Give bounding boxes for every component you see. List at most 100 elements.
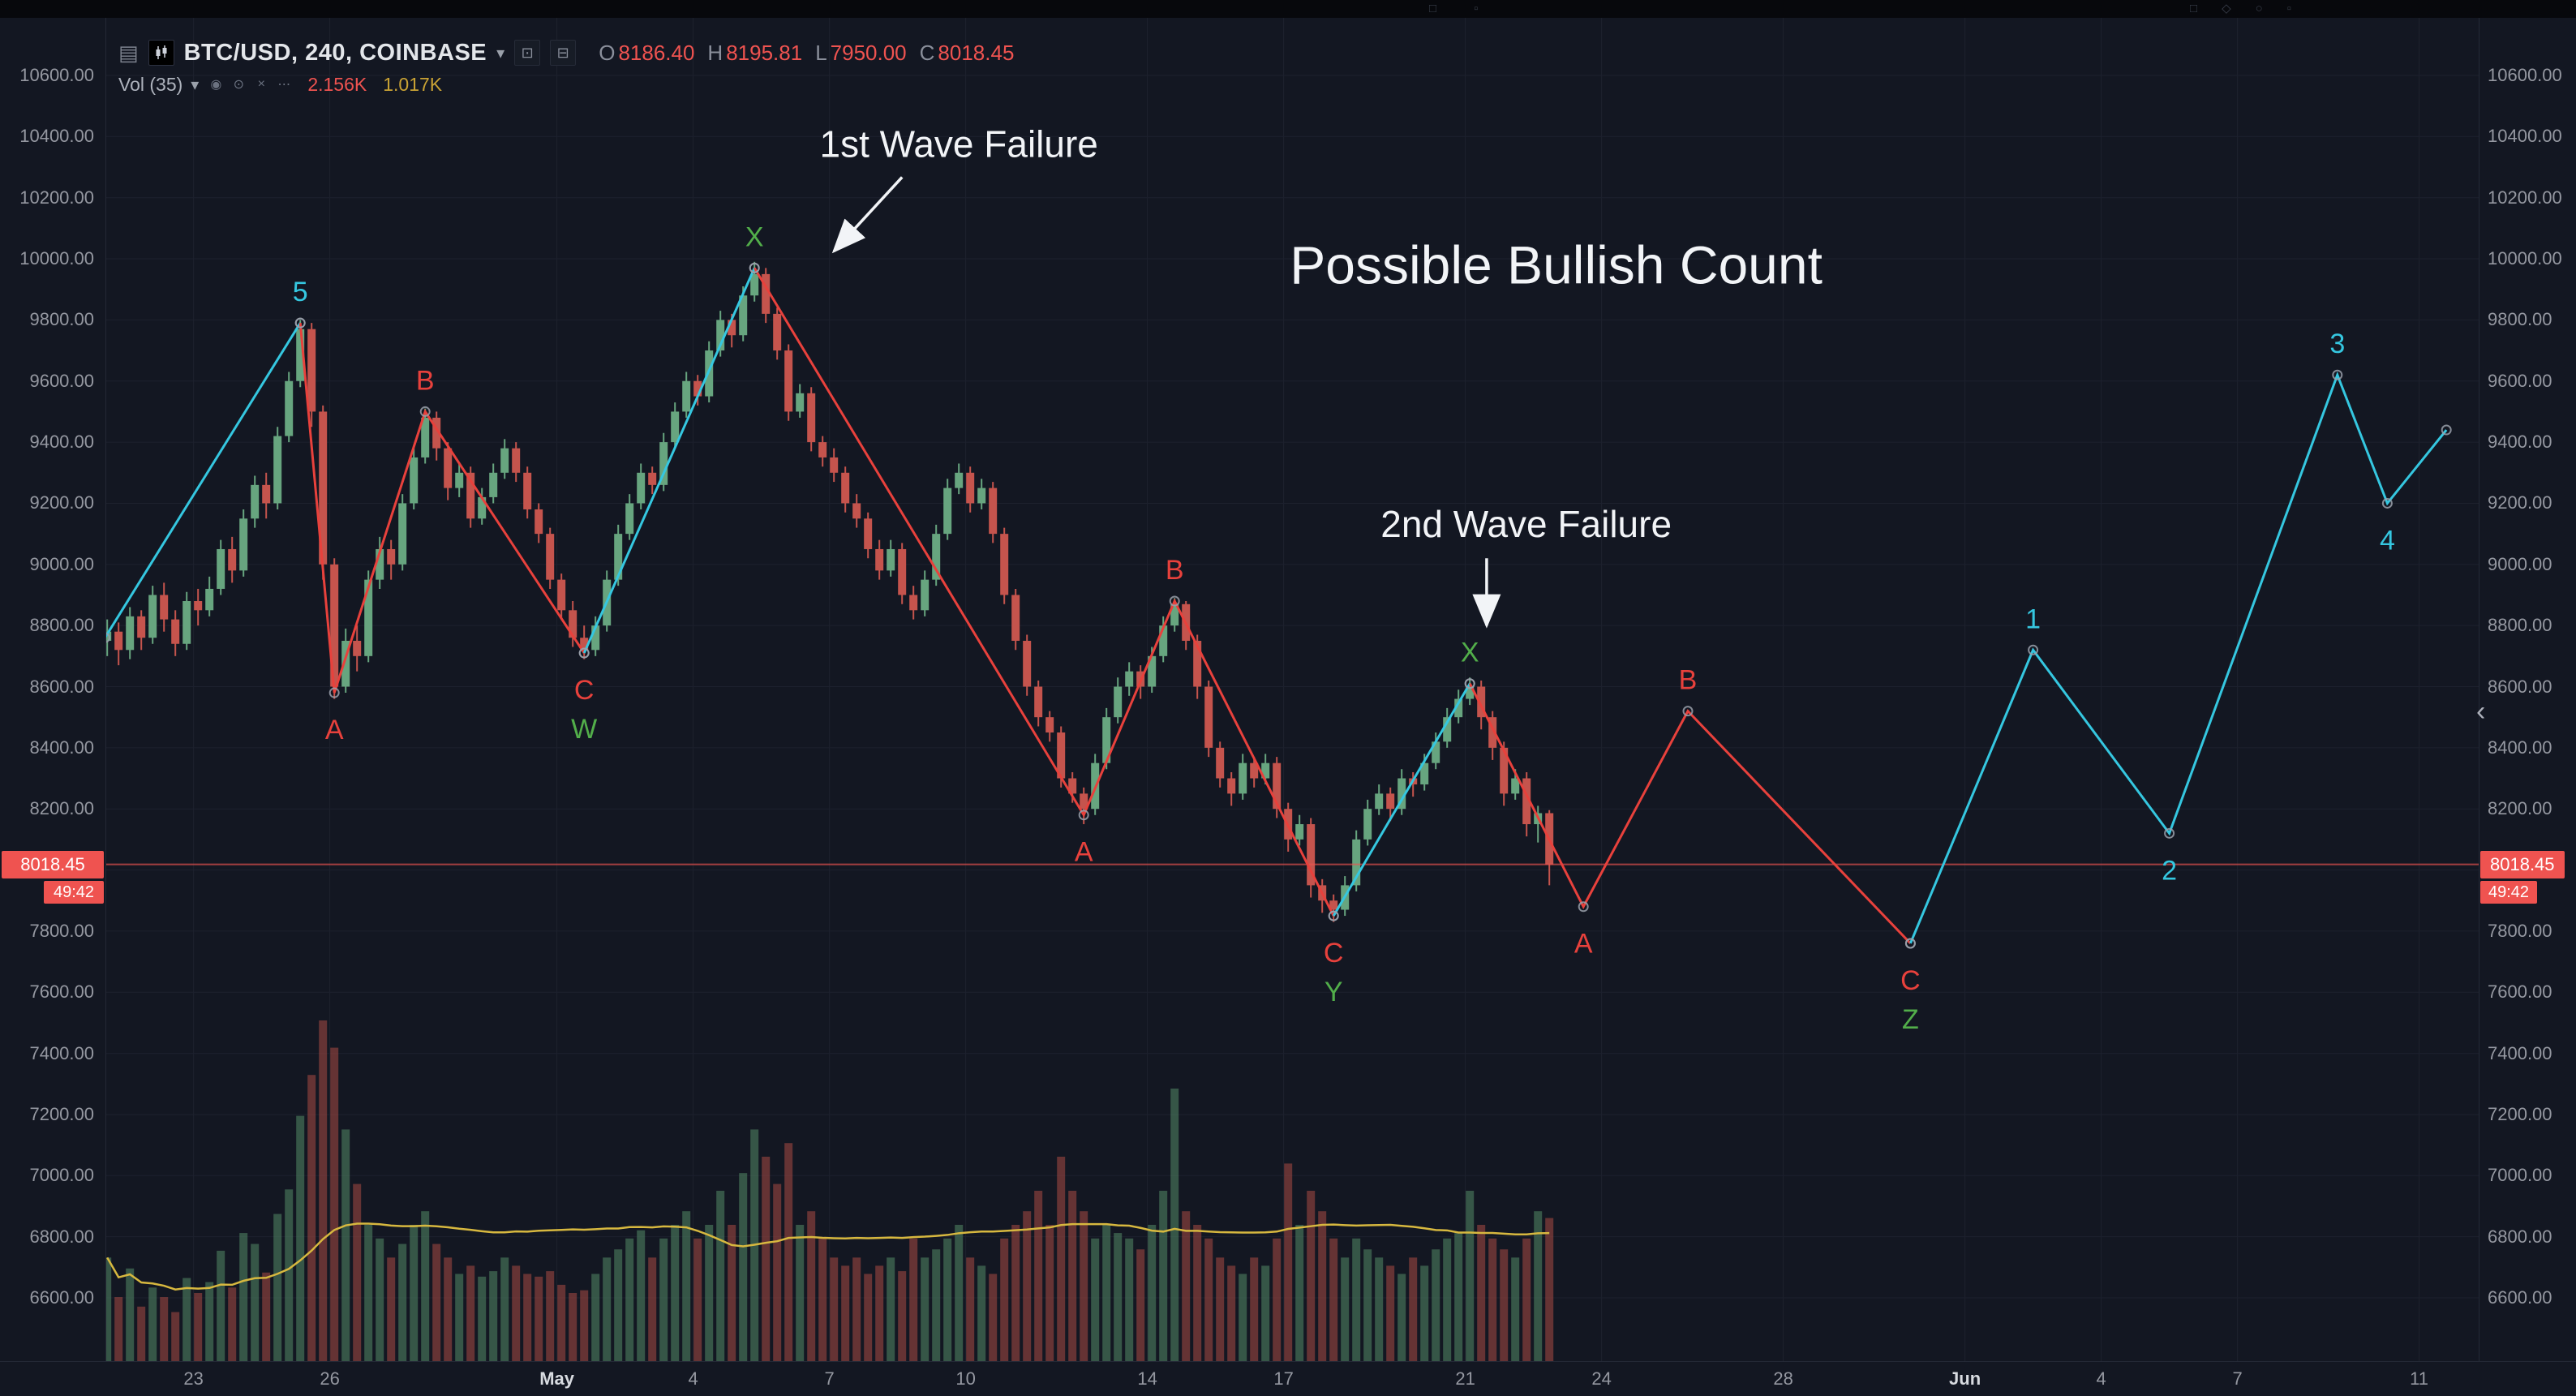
time-axis[interactable]: 23 26 May 4 7 10 14 17 21 24 28 Jun 4 7 11 (0, 1361, 2576, 1396)
collapse-panel-icon[interactable]: ‹ (2476, 696, 2486, 727)
volume-bar (1125, 1238, 1134, 1361)
volume-bar (739, 1173, 748, 1361)
candlestick-style-icon[interactable] (148, 40, 174, 66)
chart-title-annotation[interactable]: Possible Bullish Count (1290, 234, 1823, 294)
candle (285, 380, 294, 436)
annotation-text[interactable]: 2nd Wave Failure (1380, 503, 1672, 545)
right-price-axis[interactable]: 8018.45 49:42 ‹ 10600.00 10400.00 10200.00… (2476, 18, 2576, 1361)
symbol-title[interactable]: BTC/USD, 240, COINBASE (183, 39, 487, 66)
volume-bar (625, 1238, 634, 1361)
left-price-axis[interactable]: 8018.45 49:42 10600.00 10400.00 10200.00 10… (0, 18, 106, 1361)
remove-icon[interactable]: × (257, 77, 265, 91)
panel-menu-icon[interactable]: ▤ (118, 40, 139, 65)
volume-bar (762, 1157, 771, 1361)
volume-bar (682, 1211, 691, 1361)
volume-bar (489, 1271, 498, 1361)
candle (818, 442, 827, 457)
wave-label[interactable]: X (1461, 638, 1479, 668)
wave-line-cyan[interactable] (1909, 371, 2448, 944)
price-tick-label: 7000.00 (2488, 1165, 2552, 1186)
volume-bar (341, 1129, 350, 1361)
current-price-badge-left: 8018.45 (2, 850, 104, 878)
alerts-icon[interactable]: ◇ (2222, 2, 2231, 15)
pivot-marker (1078, 810, 1089, 821)
wave-label[interactable]: 1 (2025, 604, 2041, 634)
visibility-icon[interactable]: ◉ (210, 78, 222, 92)
candle (341, 640, 350, 687)
volume-bar (523, 1274, 532, 1361)
candle (943, 488, 952, 535)
candle (1500, 747, 1509, 794)
wave-label[interactable]: Z (1902, 1004, 1919, 1035)
wave-line-red[interactable] (753, 267, 1335, 917)
wave-label[interactable]: 3 (2329, 329, 2345, 359)
candle (659, 442, 668, 485)
time-tick-label: 23 (183, 1368, 204, 1389)
volume-bar (1363, 1249, 1372, 1361)
layout-panel-icon[interactable]: □ (2190, 2, 2198, 15)
annotation-text[interactable]: 1st Wave Failure (819, 123, 1097, 165)
candle (273, 436, 282, 504)
candle (728, 320, 736, 336)
volume-bar (171, 1312, 180, 1361)
wave-label[interactable]: C (574, 675, 595, 706)
volume-indicator-label[interactable]: Vol (35) (118, 73, 183, 95)
candle (194, 601, 203, 611)
volume-bar (1420, 1265, 1429, 1361)
wave-line-cyan[interactable] (582, 267, 756, 654)
wave-label[interactable]: W (571, 714, 597, 745)
wave-label[interactable]: A (1075, 837, 1093, 868)
text-tool-icon[interactable]: □ (1429, 2, 1437, 15)
volume-bar (852, 1257, 861, 1361)
wave-label[interactable]: A (1574, 929, 1593, 960)
candle (830, 457, 839, 473)
chevron-down-icon[interactable]: ▾ (191, 75, 200, 94)
volume-bar (398, 1244, 407, 1361)
candle (932, 534, 941, 580)
help-icon[interactable]: ○ (2255, 2, 2263, 15)
volume-bar (966, 1257, 975, 1361)
wave-label[interactable]: X (745, 221, 764, 252)
wave-label[interactable]: 5 (293, 277, 308, 307)
template-icon[interactable]: ▫ (1474, 2, 1479, 15)
candle (398, 503, 407, 565)
candle (1034, 686, 1043, 718)
wave-label[interactable]: C (1324, 938, 1344, 969)
candle (262, 484, 271, 504)
volume-bar (1295, 1225, 1304, 1361)
wave-label[interactable]: A (325, 715, 344, 745)
elliott-wave-lines[interactable] (104, 267, 2448, 945)
candle (228, 548, 237, 571)
time-tick-label: 17 (1273, 1368, 1294, 1389)
settings-icon[interactable]: ⊙ (233, 78, 245, 92)
candle (455, 472, 464, 488)
close-label: C (919, 40, 935, 65)
wave-label[interactable]: B (1166, 555, 1184, 586)
camera-icon[interactable]: ⊡ (514, 40, 541, 66)
wave-label[interactable]: B (1679, 665, 1698, 696)
wave-line-red[interactable] (1468, 683, 1912, 945)
gear-icon[interactable]: ⊟ (550, 40, 577, 66)
wave-label[interactable]: 4 (2380, 525, 2395, 556)
volume-bar (1250, 1257, 1259, 1361)
price-tick-label: 10200.00 (2488, 187, 2562, 208)
more-icon[interactable]: ⋯ (277, 78, 291, 92)
volume-current-value: 2.156K (307, 73, 367, 95)
fullscreen-icon[interactable]: ▫ (2286, 2, 2291, 15)
volume-bar (296, 1115, 305, 1361)
wave-label[interactable]: C (1900, 965, 1921, 996)
volume-bar (105, 1257, 112, 1361)
wave-line-cyan[interactable] (104, 322, 302, 639)
chevron-down-icon[interactable]: ▾ (496, 44, 505, 62)
price-tick-label: 8400.00 (29, 737, 94, 758)
wave-label[interactable]: Y (1324, 977, 1343, 1007)
wave-line-red[interactable] (298, 323, 586, 694)
wave-label[interactable]: 2 (2162, 855, 2177, 886)
wave-line-cyan[interactable] (1332, 682, 1471, 917)
pivot-marker (749, 262, 760, 273)
candle (444, 448, 453, 488)
volume-ma-line (106, 1222, 1550, 1291)
wave-label[interactable]: B (416, 365, 435, 396)
